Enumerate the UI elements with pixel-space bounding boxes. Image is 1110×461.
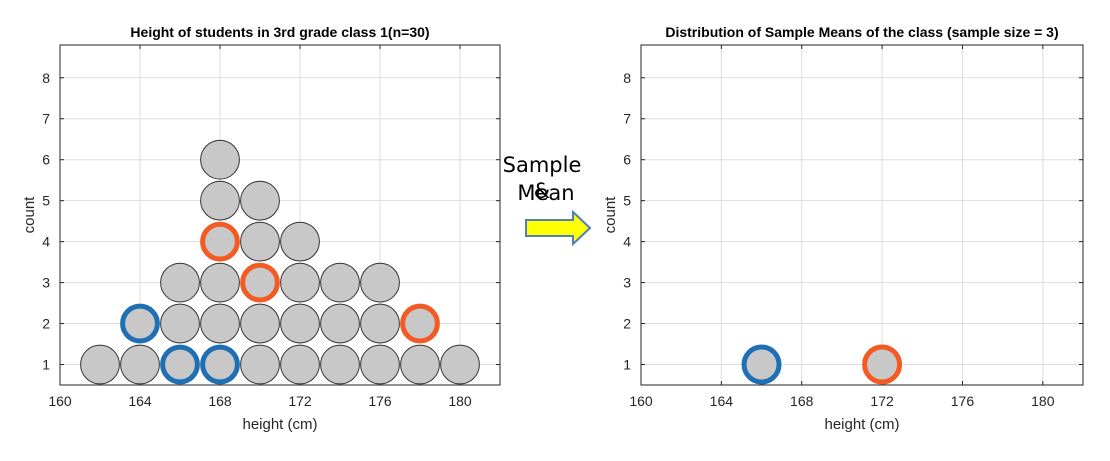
data-point — [200, 139, 240, 180]
data-point — [240, 344, 280, 385]
data-point — [240, 221, 280, 262]
data-point — [320, 262, 360, 303]
chart-title: Height of students in 3rd grade class 1(… — [130, 24, 429, 40]
x-tick-label: 176 — [951, 393, 975, 409]
data-point — [240, 180, 280, 221]
y-tick-label: 4 — [42, 234, 50, 250]
x-tick-label: 160 — [48, 393, 72, 409]
y-tick-label: 3 — [623, 275, 631, 291]
y-tick-label: 6 — [623, 152, 631, 168]
x-tick-label: 160 — [629, 393, 653, 409]
arrow-label-line1: Sample & — [502, 153, 582, 203]
data-point — [80, 344, 120, 385]
data-point — [160, 262, 200, 303]
x-tick-label: 180 — [1031, 393, 1055, 409]
data-point — [280, 221, 320, 262]
x-axis-label: height (cm) — [824, 416, 899, 433]
data-point — [360, 303, 400, 344]
data-point-sampled-orange — [862, 344, 903, 385]
x-tick-label: 180 — [448, 393, 472, 409]
axes-frame — [59, 44, 501, 386]
y-tick-label: 2 — [623, 316, 631, 332]
y-tick-label: 7 — [42, 111, 50, 127]
axes-frame — [640, 44, 1084, 386]
x-tick-label: 164 — [128, 393, 152, 409]
data-point-sampled-blue — [741, 344, 782, 385]
data-point-sampled-blue — [120, 303, 160, 344]
y-axis-label: count — [21, 196, 38, 234]
y-tick-label: 6 — [42, 152, 50, 168]
sample-mean-arrow: Sample & Mean — [500, 150, 600, 250]
plot-area — [641, 45, 1083, 385]
y-tick-label: 1 — [623, 357, 631, 373]
x-tick-label: 172 — [870, 393, 894, 409]
data-point — [200, 180, 240, 221]
y-tick-label: 3 — [42, 275, 50, 291]
data-point-sampled-orange — [400, 303, 440, 344]
y-tick-label: 2 — [42, 316, 50, 332]
data-point — [160, 303, 200, 344]
data-point — [280, 344, 320, 385]
x-tick-label: 172 — [288, 393, 312, 409]
data-point — [200, 303, 240, 344]
x-tick-label: 168 — [208, 393, 232, 409]
data-point — [200, 262, 240, 303]
data-point — [280, 303, 320, 344]
chart-1: 160 164 168 172 176 180 1 2 3 4 5 6 7 8 Height of stud… — [21, 24, 501, 433]
y-tick-label: 5 — [623, 193, 631, 209]
data-point — [440, 344, 480, 385]
data-point-sampled-orange — [240, 262, 280, 303]
data-point — [400, 344, 440, 385]
y-axis-label: count — [602, 196, 619, 234]
x-tick-label: 164 — [710, 393, 734, 409]
right-arrow-icon — [525, 209, 592, 247]
data-point — [320, 303, 360, 344]
data-point-sampled-blue — [200, 344, 240, 385]
data-point — [240, 303, 280, 344]
chart-title: Distribution of Sample Means of the clas… — [665, 24, 1058, 40]
y-tick-label: 4 — [623, 234, 631, 250]
data-point — [360, 344, 400, 385]
y-tick-label: 8 — [42, 70, 50, 86]
data-point-sampled-orange — [200, 221, 240, 262]
data-point — [120, 344, 160, 385]
y-tick-label: 8 — [623, 70, 631, 86]
y-tick-label: 5 — [42, 193, 50, 209]
data-point — [320, 344, 360, 385]
y-tick-label: 1 — [42, 357, 50, 373]
y-tick-label: 7 — [623, 111, 631, 127]
arrow-label-line2: Mean — [517, 181, 575, 205]
data-point-sampled-blue — [160, 344, 200, 385]
chart-2: 160 164 168 172 176 180 1 2 3 4 5 6 7 8 Distribution o… — [602, 24, 1084, 433]
data-point — [360, 262, 400, 303]
x-axis-label: height (cm) — [242, 416, 317, 433]
data-point — [280, 262, 320, 303]
x-tick-label: 176 — [368, 393, 392, 409]
x-tick-label: 168 — [790, 393, 814, 409]
